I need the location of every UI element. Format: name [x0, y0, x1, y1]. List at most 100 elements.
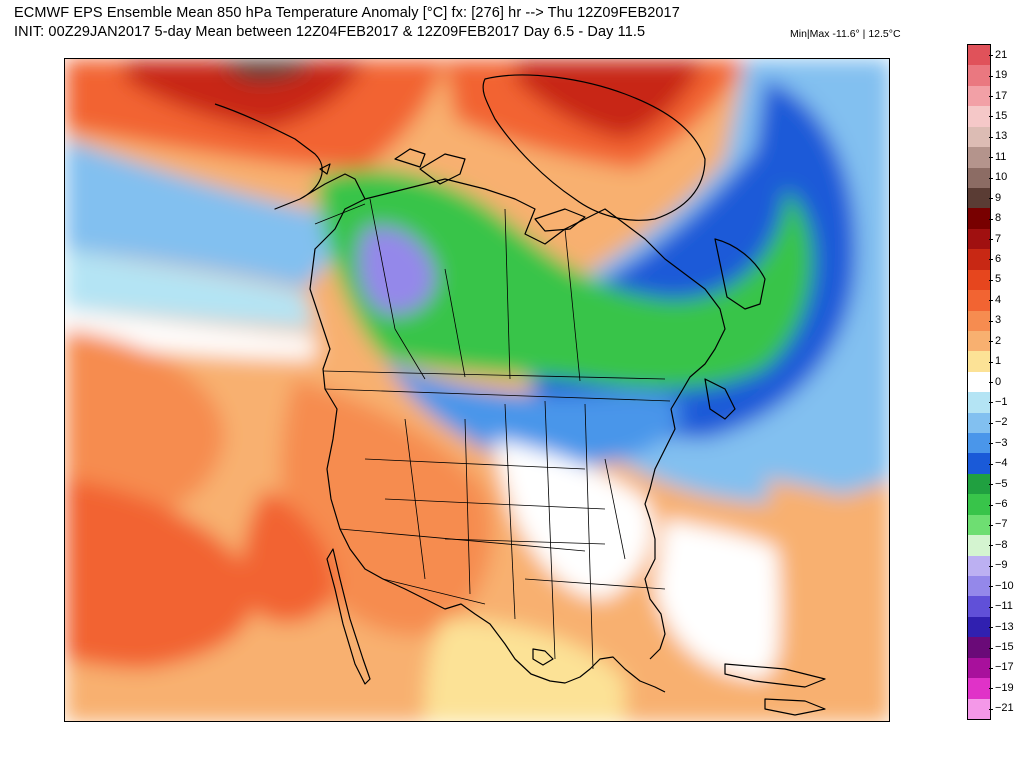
- anomaly-map: [64, 58, 890, 722]
- legend-label: −7: [995, 518, 1008, 531]
- legend-swatch: [968, 106, 990, 128]
- legend-tick: [989, 157, 993, 159]
- legend-label: 19: [995, 69, 1008, 82]
- legend-tick: [989, 606, 993, 608]
- legend-label: 4: [995, 293, 1002, 306]
- legend-swatch: [968, 65, 990, 87]
- legend-tick: [989, 402, 993, 404]
- anomaly-field: [65, 59, 889, 721]
- legend-swatch: [968, 269, 990, 291]
- legend-label: 21: [995, 48, 1008, 61]
- legend-tick: [989, 443, 993, 445]
- legend-tick: [989, 177, 993, 179]
- legend-tick: [989, 647, 993, 649]
- legend-tick: [989, 116, 993, 118]
- legend-swatch: [968, 351, 990, 373]
- legend-label: 2: [995, 334, 1002, 347]
- legend-swatch: [968, 187, 990, 209]
- legend-tick: [989, 382, 993, 383]
- legend-tick: [989, 320, 993, 322]
- legend-label: −5: [995, 477, 1008, 490]
- legend-swatch: [968, 167, 990, 189]
- legend-swatch: [968, 392, 990, 414]
- legend-swatch: [968, 412, 990, 434]
- political-borders: [314, 198, 671, 670]
- legend-swatch: [968, 249, 990, 271]
- legend-tick: [989, 565, 993, 567]
- legend-tick: [989, 463, 993, 465]
- legend-tick: [989, 545, 993, 547]
- legend-tick: [989, 422, 993, 424]
- legend-swatch: [968, 494, 990, 516]
- legend-tick: [989, 708, 993, 710]
- legend-label: 9: [995, 191, 1002, 204]
- legend-swatch: [968, 310, 990, 332]
- map-title: ECMWF EPS Ensemble Mean 850 hPa Temperat…: [14, 5, 680, 21]
- legend-swatch: [968, 433, 990, 454]
- legend-swatch: [968, 85, 990, 107]
- legend-label: 17: [995, 89, 1008, 102]
- legend-tick: [989, 586, 993, 588]
- legend-swatch: [968, 290, 990, 311]
- legend-swatch: [968, 535, 990, 557]
- legend-label: −10: [995, 579, 1014, 592]
- legend-tick: [989, 524, 993, 526]
- legend-label: 11: [995, 150, 1007, 163]
- map-subtitle: INIT: 00Z29JAN2017 5-day Mean between 12…: [14, 24, 646, 40]
- legend-label: −11: [995, 600, 1013, 613]
- legend-label: −9: [995, 559, 1008, 572]
- legend-swatch: [968, 126, 990, 148]
- legend-tick: [989, 136, 993, 138]
- legend-tick: [989, 239, 993, 241]
- legend-label: 7: [995, 232, 1002, 245]
- legend-tick: [989, 361, 993, 363]
- legend-swatch: [968, 45, 990, 66]
- legend-tick: [989, 484, 993, 486]
- legend-label: −13: [995, 620, 1014, 633]
- legend-tick: [989, 96, 993, 98]
- legend-label: 5: [995, 273, 1002, 286]
- legend-tick: [989, 55, 993, 57]
- legend-swatch: [968, 228, 990, 250]
- legend-label: −4: [995, 457, 1008, 470]
- legend-swatch: [968, 555, 990, 577]
- legend-label: −19: [995, 681, 1014, 694]
- legend-tick: [989, 504, 993, 506]
- legend-swatch: [968, 514, 990, 536]
- legend-tick: [989, 341, 993, 343]
- legend-swatch: [968, 678, 990, 700]
- legend-swatch: [968, 616, 990, 638]
- legend-label: −6: [995, 498, 1008, 511]
- legend-label: 0: [995, 375, 1002, 388]
- legend-swatch: [968, 371, 990, 393]
- legend-swatch: [968, 453, 990, 475]
- legend-label: −8: [995, 538, 1008, 551]
- legend-swatch: [968, 330, 990, 352]
- legend-label: 1: [995, 355, 1002, 368]
- legend-swatch: [968, 473, 990, 495]
- color-legend: [967, 44, 991, 720]
- legend-label: 3: [995, 314, 1002, 327]
- legend-label: −2: [995, 416, 1008, 429]
- legend-swatch: [968, 576, 990, 597]
- legend-tick: [989, 279, 993, 281]
- legend-swatch: [968, 637, 990, 659]
- legend-label: 13: [995, 130, 1008, 143]
- legend-label: −15: [995, 641, 1014, 653]
- legend-label: −17: [995, 661, 1014, 674]
- legend-label: −3: [995, 436, 1008, 449]
- legend-label: −21: [995, 702, 1014, 715]
- legend-tick: [989, 688, 993, 690]
- legend-label: −1: [995, 395, 1008, 408]
- legend-tick: [989, 667, 993, 669]
- legend-swatch: [968, 596, 990, 618]
- legend-label: 15: [995, 109, 1008, 122]
- legend-swatch: [968, 698, 990, 720]
- legend-tick: [989, 218, 993, 220]
- legend-tick: [989, 259, 993, 261]
- coastlines: [214, 74, 826, 716]
- legend-label: 6: [995, 252, 1002, 265]
- legend-label: 10: [995, 171, 1008, 184]
- legend-tick: [989, 300, 993, 302]
- legend-label: 8: [995, 212, 1002, 225]
